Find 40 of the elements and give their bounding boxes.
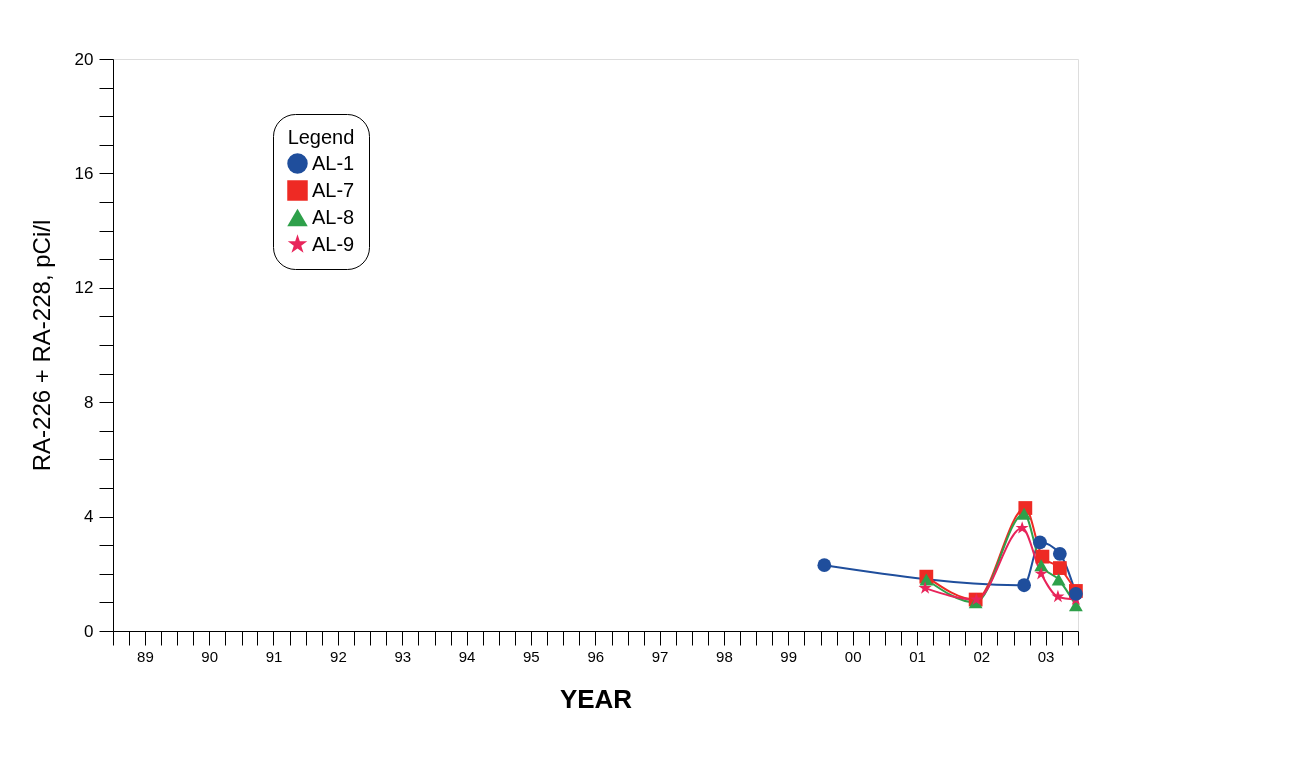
- point: [1051, 573, 1066, 586]
- x-tick-label: 91: [265, 647, 283, 665]
- y-tick-label: 0: [84, 621, 94, 641]
- y-tick-label: 20: [74, 49, 94, 69]
- point: [1034, 566, 1048, 580]
- x-tick-label: 95: [523, 647, 540, 665]
- x-tick-label: 89: [137, 647, 154, 665]
- legend-label: AL-9: [312, 232, 355, 255]
- y-tick-label: 8: [84, 392, 94, 412]
- x-tick-label: 92: [330, 647, 347, 665]
- legend-title: Legend: [287, 126, 355, 148]
- legend-label: AL-8: [312, 205, 355, 228]
- x-tick-label: 02: [973, 647, 991, 665]
- legend-label: AL-1: [312, 151, 355, 174]
- point: [817, 558, 832, 573]
- point: [1034, 559, 1049, 572]
- x-tick-label: 00: [844, 647, 862, 665]
- point: [1051, 589, 1065, 603]
- x-tick-label: 93: [394, 647, 412, 665]
- point: [1015, 521, 1029, 534]
- point: [1033, 535, 1047, 550]
- y-axis-title: RA-226 + RA-228, pCi/l: [27, 219, 55, 472]
- x-tick-label: 98: [716, 647, 733, 665]
- x-tick-label: 97: [651, 647, 669, 665]
- legend-label: AL-7: [312, 178, 355, 201]
- point: [918, 581, 932, 594]
- x-tick-label: 96: [587, 647, 605, 665]
- x-tick-label: 99: [780, 647, 798, 665]
- x-tick-label: 03: [1037, 647, 1055, 665]
- x-tick-label: 94: [458, 647, 476, 665]
- point: [1017, 507, 1031, 520]
- x-tick-label: 90: [201, 647, 219, 665]
- x-axis-title: YEAR: [559, 683, 633, 714]
- x-tick-label: 01: [909, 647, 926, 665]
- point: [1052, 546, 1067, 561]
- point: [1052, 561, 1067, 575]
- point: [1017, 578, 1031, 593]
- y-tick-label: 4: [84, 507, 94, 527]
- y-tick-label: 16: [74, 163, 94, 183]
- y-tick-label: 12: [74, 278, 94, 298]
